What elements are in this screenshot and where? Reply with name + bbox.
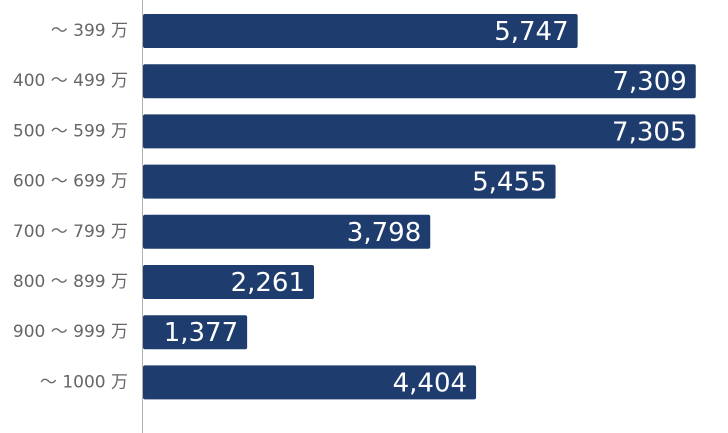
category-label: ～ 1000 万: [40, 372, 128, 392]
bar: [143, 265, 314, 299]
bar: [143, 214, 431, 249]
value-label: 4,404: [393, 368, 467, 398]
category-labels-group: ～ 399 万 400 ～ 499 万 500 ～ 599 万 600 ～ 699 万…: [13, 21, 128, 392]
value-label: 7,309: [612, 67, 686, 97]
bar: [143, 315, 248, 350]
bar: [143, 164, 556, 199]
category-label: ～ 399 万: [51, 21, 128, 41]
value-label: 1,377: [164, 318, 238, 348]
category-label: 800 ～ 899 万: [13, 272, 128, 292]
value-label: 5,455: [472, 168, 546, 198]
category-label: 600 ～ 699 万: [13, 172, 128, 192]
value-label: 7,305: [612, 117, 686, 147]
value-label: 5,747: [494, 17, 568, 47]
value-label: 3,798: [347, 218, 421, 248]
bar: [143, 365, 477, 400]
bar: [143, 114, 696, 149]
category-label: 700 ～ 799 万: [13, 222, 128, 242]
bar: [143, 64, 696, 99]
bars-group: [143, 14, 696, 400]
bar: [143, 14, 578, 48]
value-label: 2,261: [231, 268, 305, 298]
category-label: 500 ～ 599 万: [13, 121, 128, 141]
category-label: 400 ～ 499 万: [13, 71, 128, 91]
category-label: 900 ～ 999 万: [13, 322, 128, 342]
value-labels-group: 5,747 7,309 7,305 5,455 3,798 2,261 1,377 4,404: [164, 17, 687, 398]
